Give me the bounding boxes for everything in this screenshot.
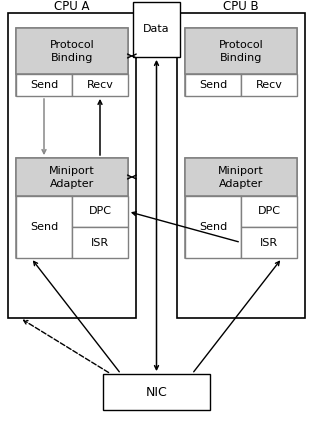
- Bar: [185, 74, 241, 96]
- Text: DPC: DPC: [89, 206, 111, 216]
- Bar: [103, 374, 210, 410]
- Bar: [16, 28, 128, 74]
- Text: CPU B: CPU B: [223, 0, 259, 13]
- Text: Send: Send: [30, 80, 58, 90]
- Bar: [185, 28, 297, 96]
- Bar: [185, 28, 297, 74]
- Bar: [16, 158, 128, 258]
- Bar: [16, 158, 128, 196]
- Text: Binding: Binding: [51, 53, 93, 63]
- Text: Send: Send: [199, 80, 227, 90]
- Bar: [241, 227, 297, 258]
- Bar: [185, 158, 297, 196]
- Text: Send: Send: [199, 222, 227, 232]
- Bar: [185, 196, 241, 258]
- Text: Protocol: Protocol: [50, 40, 95, 50]
- Text: Recv: Recv: [255, 80, 282, 90]
- Text: Adapter: Adapter: [219, 179, 263, 189]
- Bar: [241, 196, 297, 227]
- Bar: [185, 158, 297, 258]
- Text: Miniport: Miniport: [218, 166, 264, 176]
- Bar: [16, 74, 72, 96]
- Text: Data: Data: [143, 24, 170, 35]
- Text: NIC: NIC: [146, 386, 167, 399]
- Text: CPU A: CPU A: [54, 0, 90, 13]
- Bar: [177, 13, 305, 318]
- Text: Adapter: Adapter: [50, 179, 94, 189]
- Bar: [16, 196, 72, 258]
- Bar: [8, 13, 136, 318]
- Bar: [241, 74, 297, 96]
- Text: Protocol: Protocol: [218, 40, 263, 50]
- Text: ISR: ISR: [260, 237, 278, 248]
- Text: DPC: DPC: [258, 206, 280, 216]
- Text: Binding: Binding: [220, 53, 262, 63]
- Bar: [16, 28, 128, 96]
- Text: Recv: Recv: [87, 80, 113, 90]
- Bar: [72, 227, 128, 258]
- Bar: [72, 196, 128, 227]
- Bar: [133, 2, 180, 57]
- Text: ISR: ISR: [91, 237, 109, 248]
- Text: Miniport: Miniport: [49, 166, 95, 176]
- Text: Send: Send: [30, 222, 58, 232]
- Bar: [72, 74, 128, 96]
